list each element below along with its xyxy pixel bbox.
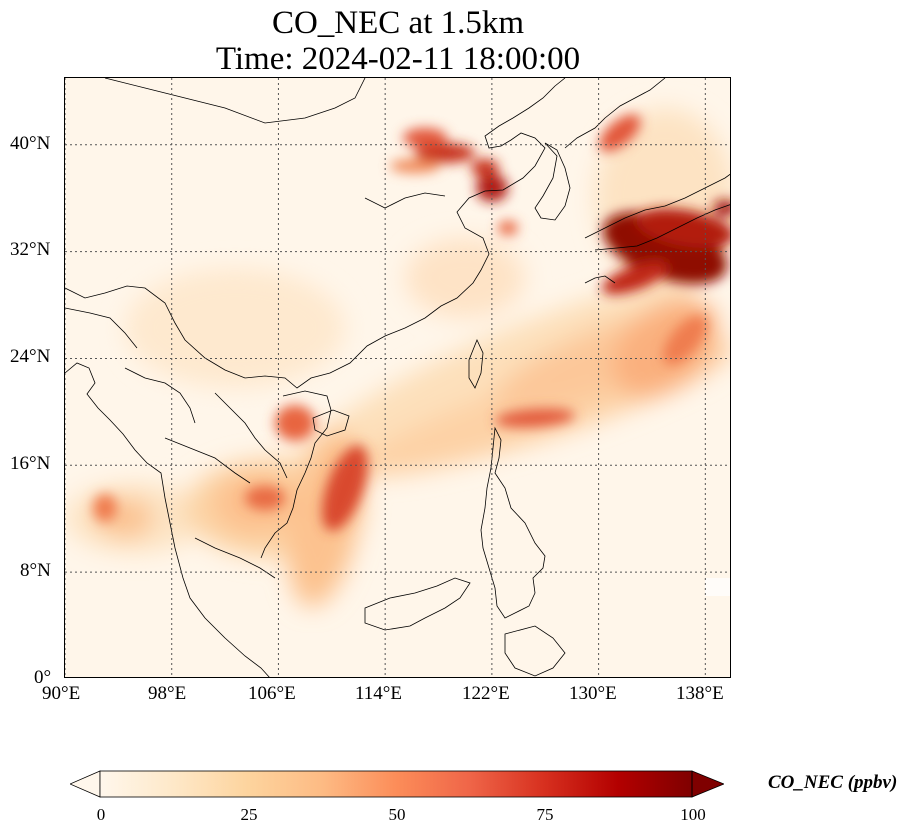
colorbar-title: CO_NEC (ppbv): [768, 772, 898, 793]
colorbar-graphic: [68, 770, 726, 798]
x-tick-label: 138°E: [676, 683, 724, 704]
map-title: CO_NEC at 1.5km: [271, 5, 525, 41]
x-tick-label: 122°E: [462, 683, 510, 704]
colorbar-tick: 25: [240, 805, 258, 824]
graticule: [65, 78, 730, 677]
map-time-subtitle: Time: 2024-02-11 18:00:00: [215, 41, 581, 77]
y-tick-label: 8°N: [20, 560, 51, 581]
background-plumes: [65, 108, 730, 607]
y-tick-label: 40°N: [10, 133, 51, 154]
map-canvas: [65, 78, 730, 677]
y-tick-label: 16°N: [10, 453, 51, 474]
x-tick-label: 130°E: [569, 683, 617, 704]
colorbar: [68, 769, 726, 799]
colorbar-tick: 100: [680, 805, 706, 824]
colorbar-tick: 50: [388, 805, 406, 824]
y-tick-label: 24°N: [10, 346, 51, 367]
coastlines: [65, 78, 730, 677]
concentration-field: [65, 108, 730, 607]
y-tick-label: 0°: [34, 667, 52, 688]
x-tick-label: 98°E: [148, 683, 187, 704]
colorbar-tick: 75: [536, 805, 554, 824]
colorbar-gradient: [100, 771, 692, 797]
colorbar-extend-max: [691, 770, 726, 798]
map-panel: [64, 77, 731, 678]
colorbar-tick: 0: [96, 805, 106, 824]
x-tick-label: 114°E: [355, 683, 402, 704]
x-tick-label: 106°E: [248, 683, 296, 704]
colorbar-extend-min: [68, 770, 101, 798]
y-tick-label: 32°N: [10, 239, 51, 260]
x-tick-label: 90°E: [42, 683, 81, 704]
